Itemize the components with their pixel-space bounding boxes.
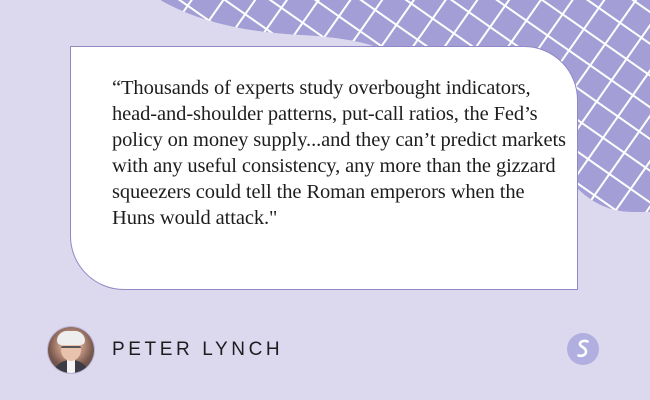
author-block: PETER LYNCH [48,326,283,374]
quote-text: “Thousands of experts study overbought i… [112,77,566,229]
quote-box: “Thousands of experts study overbought i… [70,46,578,290]
s-logo-icon [567,333,599,365]
author-name: PETER LYNCH [112,339,284,360]
avatar [48,327,94,373]
